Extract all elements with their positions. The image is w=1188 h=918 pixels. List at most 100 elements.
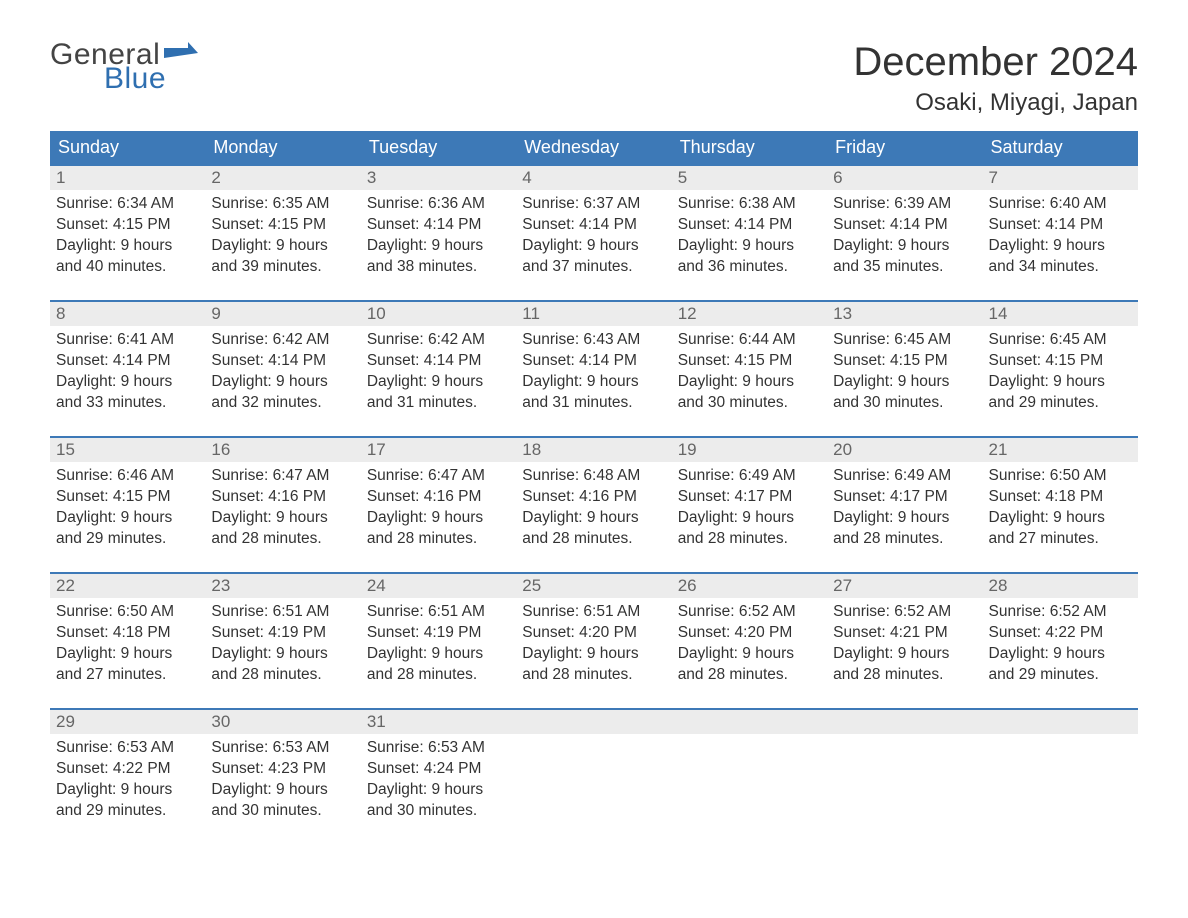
daylight-text: and 36 minutes. [678, 257, 821, 278]
day-content: Sunrise: 6:37 AMSunset: 4:14 PMDaylight:… [516, 190, 671, 280]
day-content: Sunrise: 6:36 AMSunset: 4:14 PMDaylight:… [361, 190, 516, 280]
sunset-text: Sunset: 4:14 PM [989, 215, 1132, 236]
daylight-text: and 29 minutes. [56, 529, 199, 550]
sunset-text: Sunset: 4:22 PM [56, 759, 199, 780]
sunset-text: Sunset: 4:20 PM [678, 623, 821, 644]
day-cell: 21Sunrise: 6:50 AMSunset: 4:18 PMDayligh… [983, 438, 1138, 556]
day-cell [516, 710, 671, 828]
sunrise-text: Sunrise: 6:47 AM [211, 466, 354, 487]
day-cell: 14Sunrise: 6:45 AMSunset: 4:15 PMDayligh… [983, 302, 1138, 420]
day-cell: 5Sunrise: 6:38 AMSunset: 4:14 PMDaylight… [672, 166, 827, 284]
daylight-text: Daylight: 9 hours [211, 236, 354, 257]
day-number: 23 [205, 574, 360, 598]
daylight-text: Daylight: 9 hours [522, 508, 665, 529]
day-cell [672, 710, 827, 828]
day-number: 4 [516, 166, 671, 190]
daylight-text: and 29 minutes. [989, 665, 1132, 686]
day-cell: 6Sunrise: 6:39 AMSunset: 4:14 PMDaylight… [827, 166, 982, 284]
sunrise-text: Sunrise: 6:46 AM [56, 466, 199, 487]
day-cell: 12Sunrise: 6:44 AMSunset: 4:15 PMDayligh… [672, 302, 827, 420]
title-block: December 2024 Osaki, Miyagi, Japan [853, 40, 1138, 117]
day-content: Sunrise: 6:52 AMSunset: 4:21 PMDaylight:… [827, 598, 982, 688]
daylight-text: and 32 minutes. [211, 393, 354, 414]
sunrise-text: Sunrise: 6:41 AM [56, 330, 199, 351]
daylight-text: Daylight: 9 hours [367, 644, 510, 665]
day-number: 7 [983, 166, 1138, 190]
day-cell: 10Sunrise: 6:42 AMSunset: 4:14 PMDayligh… [361, 302, 516, 420]
day-number: 30 [205, 710, 360, 734]
daylight-text: Daylight: 9 hours [56, 236, 199, 257]
daylight-text: Daylight: 9 hours [678, 644, 821, 665]
sunset-text: Sunset: 4:14 PM [522, 215, 665, 236]
sunset-text: Sunset: 4:15 PM [833, 351, 976, 372]
sunset-text: Sunset: 4:21 PM [833, 623, 976, 644]
daylight-text: and 28 minutes. [833, 529, 976, 550]
day-content: Sunrise: 6:53 AMSunset: 4:22 PMDaylight:… [50, 734, 205, 824]
sunset-text: Sunset: 4:15 PM [211, 215, 354, 236]
day-cell: 23Sunrise: 6:51 AMSunset: 4:19 PMDayligh… [205, 574, 360, 692]
day-cell: 22Sunrise: 6:50 AMSunset: 4:18 PMDayligh… [50, 574, 205, 692]
day-number: 18 [516, 438, 671, 462]
daylight-text: and 30 minutes. [678, 393, 821, 414]
daylight-text: and 38 minutes. [367, 257, 510, 278]
day-number: 17 [361, 438, 516, 462]
day-number: 13 [827, 302, 982, 326]
weekday-header-row: Sunday Monday Tuesday Wednesday Thursday… [50, 131, 1138, 164]
sunrise-text: Sunrise: 6:35 AM [211, 194, 354, 215]
daylight-text: and 30 minutes. [367, 801, 510, 822]
sunset-text: Sunset: 4:19 PM [211, 623, 354, 644]
daylight-text: Daylight: 9 hours [833, 236, 976, 257]
day-content: Sunrise: 6:35 AMSunset: 4:15 PMDaylight:… [205, 190, 360, 280]
daylight-text: and 28 minutes. [211, 665, 354, 686]
week-row: 29Sunrise: 6:53 AMSunset: 4:22 PMDayligh… [50, 708, 1138, 828]
sunset-text: Sunset: 4:22 PM [989, 623, 1132, 644]
daylight-text: Daylight: 9 hours [989, 236, 1132, 257]
weekday-header: Wednesday [516, 131, 671, 164]
day-content: Sunrise: 6:48 AMSunset: 4:16 PMDaylight:… [516, 462, 671, 552]
day-content: Sunrise: 6:50 AMSunset: 4:18 PMDaylight:… [983, 462, 1138, 552]
day-content: Sunrise: 6:42 AMSunset: 4:14 PMDaylight:… [361, 326, 516, 416]
daylight-text: Daylight: 9 hours [989, 644, 1132, 665]
day-number: 9 [205, 302, 360, 326]
day-number: 15 [50, 438, 205, 462]
sunrise-text: Sunrise: 6:53 AM [211, 738, 354, 759]
daylight-text: and 34 minutes. [989, 257, 1132, 278]
day-content: Sunrise: 6:41 AMSunset: 4:14 PMDaylight:… [50, 326, 205, 416]
sunset-text: Sunset: 4:16 PM [211, 487, 354, 508]
day-content: Sunrise: 6:49 AMSunset: 4:17 PMDaylight:… [672, 462, 827, 552]
day-content: Sunrise: 6:45 AMSunset: 4:15 PMDaylight:… [827, 326, 982, 416]
day-content: Sunrise: 6:40 AMSunset: 4:14 PMDaylight:… [983, 190, 1138, 280]
sunset-text: Sunset: 4:14 PM [211, 351, 354, 372]
weekday-header: Thursday [672, 131, 827, 164]
logo-text-blue: Blue [104, 64, 198, 94]
day-content: Sunrise: 6:43 AMSunset: 4:14 PMDaylight:… [516, 326, 671, 416]
daylight-text: and 30 minutes. [833, 393, 976, 414]
sunrise-text: Sunrise: 6:52 AM [833, 602, 976, 623]
day-cell: 17Sunrise: 6:47 AMSunset: 4:16 PMDayligh… [361, 438, 516, 556]
day-cell: 2Sunrise: 6:35 AMSunset: 4:15 PMDaylight… [205, 166, 360, 284]
daylight-text: and 40 minutes. [56, 257, 199, 278]
sunrise-text: Sunrise: 6:39 AM [833, 194, 976, 215]
day-content: Sunrise: 6:50 AMSunset: 4:18 PMDaylight:… [50, 598, 205, 688]
day-number: 22 [50, 574, 205, 598]
sunrise-text: Sunrise: 6:52 AM [989, 602, 1132, 623]
calendar: Sunday Monday Tuesday Wednesday Thursday… [50, 131, 1138, 828]
day-cell: 25Sunrise: 6:51 AMSunset: 4:20 PMDayligh… [516, 574, 671, 692]
day-content: Sunrise: 6:44 AMSunset: 4:15 PMDaylight:… [672, 326, 827, 416]
sunset-text: Sunset: 4:14 PM [833, 215, 976, 236]
day-cell: 18Sunrise: 6:48 AMSunset: 4:16 PMDayligh… [516, 438, 671, 556]
week-row: 8Sunrise: 6:41 AMSunset: 4:14 PMDaylight… [50, 300, 1138, 420]
day-content: Sunrise: 6:52 AMSunset: 4:20 PMDaylight:… [672, 598, 827, 688]
day-content: Sunrise: 6:34 AMSunset: 4:15 PMDaylight:… [50, 190, 205, 280]
sunrise-text: Sunrise: 6:38 AM [678, 194, 821, 215]
daylight-text: Daylight: 9 hours [833, 508, 976, 529]
day-cell: 15Sunrise: 6:46 AMSunset: 4:15 PMDayligh… [50, 438, 205, 556]
weekday-header: Monday [205, 131, 360, 164]
daylight-text: Daylight: 9 hours [56, 644, 199, 665]
sunrise-text: Sunrise: 6:51 AM [522, 602, 665, 623]
daylight-text: and 39 minutes. [211, 257, 354, 278]
day-content: Sunrise: 6:51 AMSunset: 4:19 PMDaylight:… [205, 598, 360, 688]
day-cell: 16Sunrise: 6:47 AMSunset: 4:16 PMDayligh… [205, 438, 360, 556]
sunrise-text: Sunrise: 6:49 AM [678, 466, 821, 487]
sunset-text: Sunset: 4:15 PM [678, 351, 821, 372]
